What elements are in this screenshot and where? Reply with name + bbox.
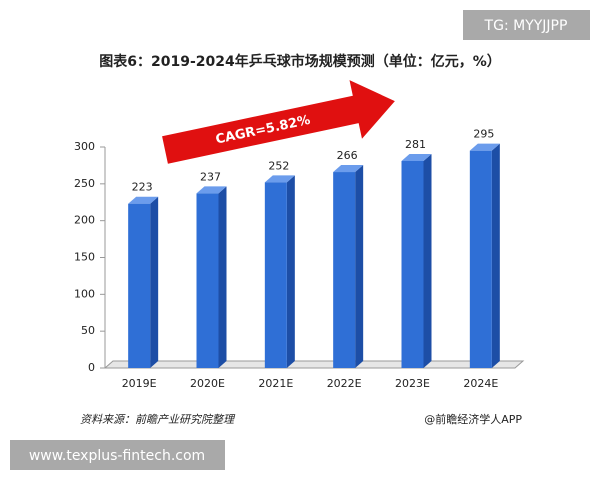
bar <box>264 182 287 368</box>
bar-top <box>469 143 500 151</box>
y-tick-label: 200 <box>74 214 95 227</box>
bar <box>333 172 356 368</box>
chart-title: 图表6：2019-2024年乒乓球市场规模预测（单位：亿元，%） <box>99 53 501 70</box>
value-label: 281 <box>405 138 426 151</box>
bar-top <box>264 175 295 183</box>
watermark: TG: MYYJJPP <box>484 18 568 34</box>
bar-side <box>286 175 295 368</box>
x-tick-label: 2022E <box>327 377 362 390</box>
bar-side <box>491 143 500 368</box>
floor <box>103 360 525 369</box>
value-label: 252 <box>268 159 289 172</box>
value-label: 223 <box>132 181 153 194</box>
value-label: 295 <box>473 128 494 141</box>
y-tick-label: 150 <box>74 251 95 264</box>
bar <box>128 203 151 368</box>
value-label: 266 <box>337 149 358 162</box>
bar-side <box>355 165 364 368</box>
bar-side <box>218 186 227 368</box>
watermark: www.texplus-fintech.com <box>29 448 205 464</box>
x-tick-label: 2021E <box>258 377 293 390</box>
bar-top <box>333 165 364 173</box>
bar-top <box>196 186 227 194</box>
x-tick-label: 2020E <box>190 377 225 390</box>
bar <box>401 160 424 368</box>
bar-top <box>128 196 159 204</box>
y-tick-label: 100 <box>74 287 95 300</box>
watermark-box <box>463 10 590 40</box>
y-tick-label: 0 <box>88 361 95 374</box>
y-tick-label: 300 <box>74 140 95 153</box>
y-tick-label: 250 <box>74 177 95 190</box>
bar <box>196 193 219 368</box>
bar-top <box>401 153 432 161</box>
x-tick-label: 2024E <box>463 377 498 390</box>
credit: @前瞻经济学人APP <box>424 412 522 426</box>
source: 资料来源：前瞻产业研究院整理 <box>80 413 236 426</box>
arrow-shape <box>162 80 395 164</box>
bar-side <box>423 153 432 368</box>
bar-side <box>150 196 159 368</box>
y-tick-label: 50 <box>81 324 95 337</box>
watermark-box <box>10 440 225 470</box>
x-tick-label: 2023E <box>395 377 430 390</box>
value-label: 237 <box>200 170 221 183</box>
bar <box>469 150 492 368</box>
x-tick-label: 2019E <box>122 377 157 390</box>
